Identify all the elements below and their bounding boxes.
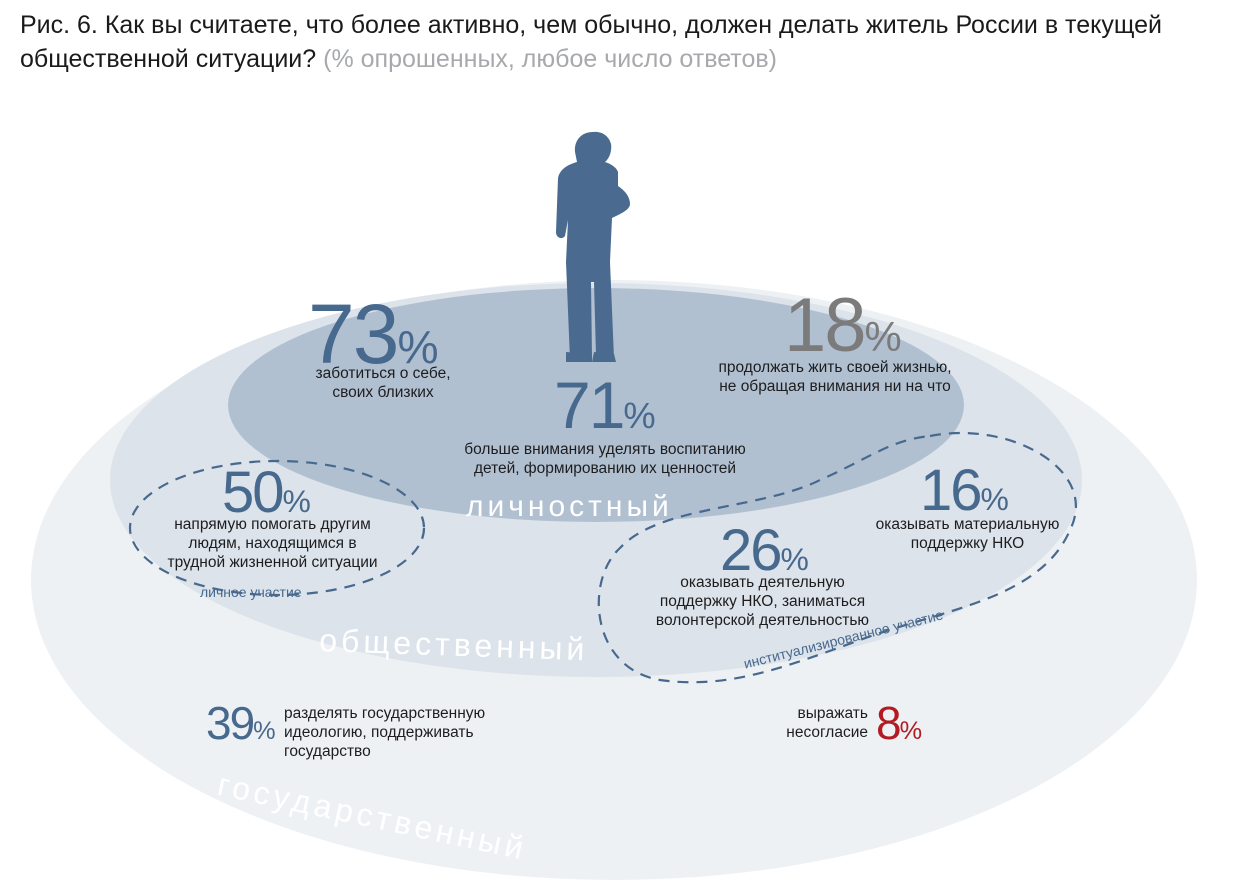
- label-volunteer-line1: оказывать деятельную: [680, 574, 845, 591]
- label-upbringing: больше внимания уделять воспитанию детей…: [430, 440, 780, 478]
- value-ignore-number: 18: [784, 283, 867, 368]
- label-ignore: продолжать жить своей жизнью, не обращая…: [690, 358, 980, 396]
- value-material-nko-unit: %: [980, 481, 1009, 517]
- value-help-number: 50: [222, 460, 284, 525]
- title-main: Рис. 6. Как вы считаете, что более актив…: [20, 11, 1163, 73]
- label-care-line1: заботиться о себе,: [315, 365, 451, 382]
- title-note: (% опрошенных, любое число ответов): [323, 45, 777, 73]
- label-help-line1: напрямую помогать другим: [174, 516, 371, 533]
- label-volunteer-line2: поддержку НКО, заниматься: [659, 593, 866, 610]
- label-ignore-line2: не обращая внимания ни на что: [719, 378, 951, 395]
- inner-ring-personal: [228, 288, 964, 522]
- value-care: 73%: [308, 292, 439, 376]
- label-volunteer-line3: волонтерской деятельностью: [655, 612, 870, 629]
- value-upbringing-number: 71: [554, 368, 625, 442]
- ring-label-personal: личностный: [466, 490, 673, 523]
- value-disagree: 8%: [876, 700, 922, 746]
- label-upbringing-line2: детей, формированию их ценностей: [473, 460, 737, 477]
- value-ignore: 18%: [784, 288, 902, 364]
- label-disagree-line2: несогласие: [786, 724, 868, 741]
- label-upbringing-line1: больше внимания уделять воспитанию: [464, 441, 746, 458]
- value-disagree-unit: %: [899, 717, 923, 745]
- value-care-unit: %: [397, 321, 439, 373]
- value-help: 50%: [222, 464, 311, 522]
- institutional-participation-zone: [597, 431, 1077, 684]
- label-disagree-line1: выражать: [797, 705, 868, 722]
- label-help-line3: трудной жизненной ситуации: [167, 554, 378, 571]
- value-volunteer-number: 26: [720, 518, 782, 583]
- value-ideology-unit: %: [253, 717, 276, 745]
- value-disagree-number: 8: [876, 697, 902, 749]
- value-ideology: 39%: [206, 700, 276, 746]
- figure-title: Рис. 6. Как вы считаете, что более актив…: [20, 8, 1220, 76]
- label-disagree: выражать несогласие: [758, 704, 868, 742]
- value-material-nko: 16%: [920, 462, 1009, 520]
- label-material-nko-line2: поддержку НКО: [910, 535, 1025, 552]
- label-ignore-line1: продолжать жить своей жизнью,: [718, 359, 952, 376]
- personal-participation-zone: [128, 459, 426, 597]
- value-volunteer: 26%: [720, 522, 809, 580]
- label-care-line2: своих близких: [332, 384, 434, 401]
- value-help-unit: %: [282, 483, 311, 519]
- label-ideology-line2: идеологию, поддерживать: [284, 724, 474, 741]
- value-ignore-unit: %: [864, 313, 902, 360]
- label-care: заботиться о себе, своих близких: [288, 364, 478, 402]
- zone-label-personal: личное участие: [200, 584, 302, 600]
- value-care-number: 73: [308, 287, 399, 381]
- label-ideology: разделять государственную идеологию, под…: [284, 704, 524, 761]
- label-help: напрямую помогать другим людям, находящи…: [140, 515, 405, 572]
- label-volunteer: оказывать деятельную поддержку НКО, зани…: [630, 573, 895, 630]
- value-volunteer-unit: %: [780, 541, 809, 577]
- value-ideology-number: 39: [206, 697, 255, 749]
- label-material-nko-line1: оказывать материальную: [875, 516, 1060, 533]
- person-silhouette: [556, 131, 630, 362]
- value-material-nko-number: 16: [920, 458, 982, 523]
- label-help-line2: людям, находящимся в: [188, 535, 357, 552]
- label-material-nko: оказывать материальную поддержку НКО: [855, 515, 1080, 553]
- label-ideology-line1: разделять государственную: [284, 705, 486, 722]
- label-ideology-line3: государство: [284, 743, 371, 760]
- value-upbringing: 71%: [554, 372, 656, 438]
- value-upbringing-unit: %: [623, 395, 656, 436]
